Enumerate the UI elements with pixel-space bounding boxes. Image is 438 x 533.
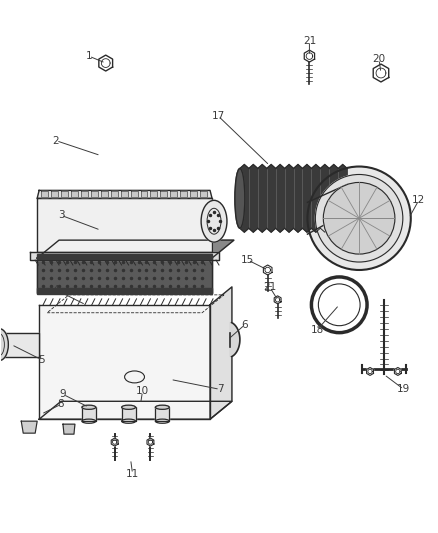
Polygon shape: [122, 407, 135, 421]
Polygon shape: [249, 165, 258, 232]
Text: 3: 3: [58, 210, 64, 220]
Ellipse shape: [122, 405, 135, 409]
Polygon shape: [338, 165, 347, 232]
Polygon shape: [276, 165, 285, 232]
Polygon shape: [274, 296, 281, 304]
Circle shape: [307, 166, 411, 270]
Polygon shape: [170, 191, 177, 197]
Polygon shape: [240, 165, 249, 232]
Circle shape: [315, 174, 403, 262]
Polygon shape: [303, 165, 311, 232]
Polygon shape: [329, 165, 338, 232]
Polygon shape: [37, 254, 212, 259]
Polygon shape: [304, 50, 314, 62]
Text: 15: 15: [241, 255, 254, 265]
Ellipse shape: [201, 200, 227, 242]
Text: 11: 11: [126, 469, 139, 479]
Polygon shape: [91, 191, 98, 197]
Ellipse shape: [155, 405, 170, 409]
Ellipse shape: [235, 168, 245, 228]
Polygon shape: [37, 190, 212, 198]
Text: 4: 4: [53, 285, 60, 295]
Polygon shape: [82, 407, 96, 421]
Text: 12: 12: [412, 196, 425, 205]
Polygon shape: [99, 55, 113, 71]
Text: 5: 5: [38, 354, 44, 365]
Text: 1: 1: [85, 51, 92, 61]
Text: 21: 21: [263, 282, 276, 292]
Polygon shape: [37, 288, 212, 294]
Polygon shape: [37, 258, 212, 293]
Polygon shape: [200, 191, 207, 197]
Text: 18: 18: [311, 325, 324, 335]
Polygon shape: [30, 252, 219, 260]
Polygon shape: [210, 287, 232, 419]
Polygon shape: [180, 191, 187, 197]
Polygon shape: [373, 64, 389, 82]
Polygon shape: [293, 165, 303, 232]
Polygon shape: [394, 367, 401, 375]
Polygon shape: [71, 191, 78, 197]
Text: 7: 7: [217, 384, 223, 394]
Polygon shape: [311, 165, 320, 232]
Polygon shape: [285, 165, 293, 232]
Polygon shape: [147, 438, 154, 446]
Polygon shape: [0, 333, 39, 357]
Polygon shape: [51, 191, 58, 197]
Polygon shape: [230, 322, 240, 357]
Polygon shape: [111, 191, 118, 197]
Text: 2: 2: [53, 136, 60, 146]
Text: 10: 10: [136, 386, 149, 397]
Ellipse shape: [82, 405, 96, 409]
Text: 8: 8: [58, 399, 64, 409]
Polygon shape: [120, 191, 127, 197]
Ellipse shape: [0, 329, 8, 360]
Polygon shape: [111, 438, 118, 446]
Polygon shape: [61, 191, 68, 197]
Polygon shape: [307, 184, 347, 234]
Text: 20: 20: [372, 54, 385, 64]
Polygon shape: [39, 305, 210, 419]
Polygon shape: [155, 407, 170, 421]
Polygon shape: [263, 265, 272, 275]
Text: 6: 6: [241, 320, 248, 330]
Polygon shape: [367, 367, 374, 375]
Polygon shape: [39, 401, 232, 419]
Polygon shape: [131, 191, 138, 197]
Polygon shape: [41, 191, 48, 197]
Text: 17: 17: [212, 111, 225, 121]
Polygon shape: [320, 165, 329, 232]
Polygon shape: [63, 424, 75, 434]
Polygon shape: [37, 240, 234, 258]
Polygon shape: [258, 165, 267, 232]
Polygon shape: [81, 191, 88, 197]
Polygon shape: [101, 191, 108, 197]
Text: 21: 21: [303, 36, 316, 46]
Text: 9: 9: [60, 389, 66, 399]
Polygon shape: [37, 198, 212, 252]
Polygon shape: [160, 191, 167, 197]
Text: 19: 19: [397, 384, 410, 394]
Polygon shape: [150, 191, 157, 197]
Polygon shape: [21, 421, 37, 433]
Polygon shape: [141, 191, 148, 197]
Polygon shape: [190, 191, 197, 197]
Polygon shape: [267, 165, 276, 232]
Circle shape: [323, 182, 395, 254]
